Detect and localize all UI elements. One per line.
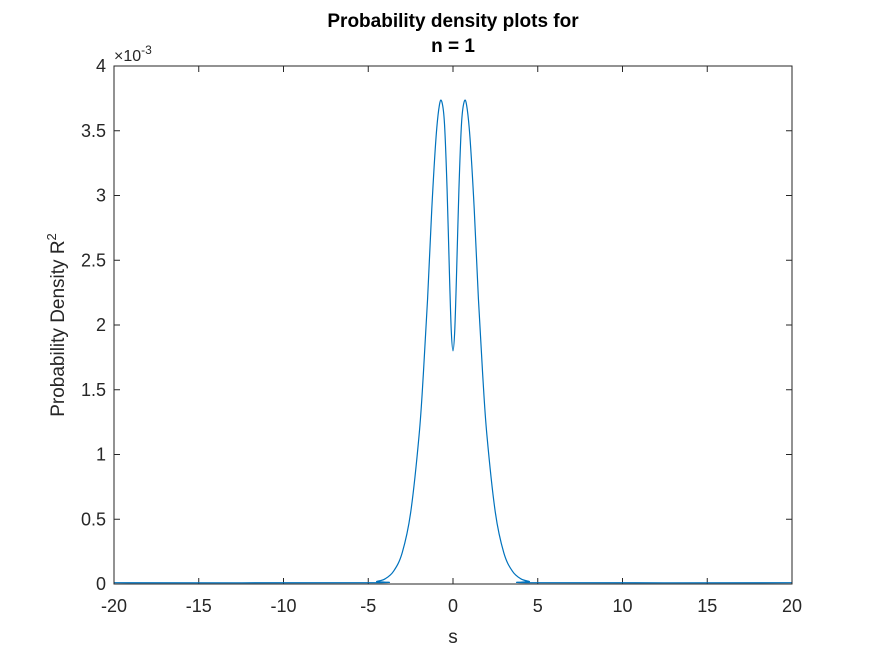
x-tick-label: 0 [448, 596, 458, 616]
x-tick-label: 15 [697, 596, 717, 616]
y-tick-label: 1 [96, 445, 106, 465]
x-tick-label: -15 [186, 596, 212, 616]
y-exponent-power: -3 [141, 43, 152, 57]
x-axis-label: s [448, 627, 458, 648]
x-axis-ticks: -20 -15 -10 -5 0 5 10 15 20 [101, 66, 802, 616]
y-axis-label: Probability Density R2 [44, 233, 69, 417]
x-tick-label: -5 [360, 596, 376, 616]
y-tick-label: 4 [96, 56, 106, 76]
y-tick-label: 2.5 [81, 250, 106, 270]
x-tick-label: 5 [533, 596, 543, 616]
x-tick-label: 10 [612, 596, 632, 616]
y-tick-label: 2 [96, 315, 106, 335]
y-tick-label: 1.5 [81, 380, 106, 400]
y-axis-label-superscript: 2 [44, 233, 59, 240]
x-tick-label: -10 [270, 596, 296, 616]
y-tick-label: 0 [96, 574, 106, 594]
chart-title-line-2: n = 1 [431, 36, 475, 57]
plot-frame [113, 65, 793, 585]
plot-background [114, 66, 792, 584]
y-tick-label: 0.5 [81, 509, 106, 529]
y-exponent-prefix: ×10 [114, 48, 141, 65]
y-axis-exponent: ×10-3 [114, 43, 152, 65]
x-tick-label: -20 [101, 596, 127, 616]
chart-title-line-1: Probability density plots for [327, 11, 579, 32]
y-axis-label-base: Probability Density R [48, 240, 69, 416]
x-tick-label: 20 [782, 596, 802, 616]
series-line [113, 99, 793, 584]
y-tick-label: 3 [96, 186, 106, 206]
y-axis-ticks: 0 0.5 1 1.5 2 2.5 3 3.5 4 [81, 56, 792, 594]
y-tick-label: 3.5 [81, 121, 106, 141]
